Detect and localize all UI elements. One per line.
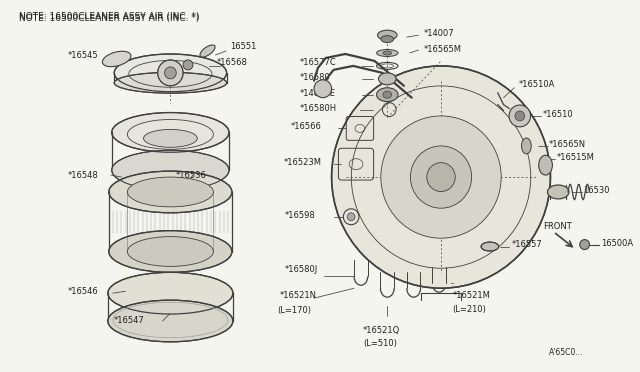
- Circle shape: [427, 163, 455, 192]
- Ellipse shape: [114, 73, 227, 93]
- Text: (L=210): (L=210): [452, 305, 486, 314]
- Ellipse shape: [127, 177, 213, 207]
- Text: 16530: 16530: [582, 186, 609, 195]
- Ellipse shape: [108, 300, 233, 342]
- Text: *16515M: *16515M: [556, 153, 594, 162]
- Circle shape: [580, 240, 589, 250]
- Ellipse shape: [109, 231, 232, 272]
- Circle shape: [183, 60, 193, 70]
- Ellipse shape: [112, 113, 229, 152]
- Text: (L=510): (L=510): [363, 339, 397, 348]
- Ellipse shape: [378, 73, 396, 85]
- Text: *14844E: *14844E: [300, 89, 335, 98]
- Ellipse shape: [108, 272, 233, 314]
- Text: FRONT: FRONT: [543, 222, 572, 231]
- Text: 16551: 16551: [230, 42, 257, 51]
- Text: *16565N: *16565N: [549, 141, 586, 150]
- Ellipse shape: [112, 150, 229, 190]
- Text: *16580: *16580: [300, 73, 330, 82]
- Ellipse shape: [381, 36, 394, 42]
- Text: *16565M: *16565M: [424, 45, 461, 54]
- Text: *16545: *16545: [68, 51, 99, 61]
- Circle shape: [157, 60, 183, 86]
- Text: *16536: *16536: [175, 171, 206, 180]
- Text: *16521N: *16521N: [280, 291, 317, 300]
- Text: *16566: *16566: [291, 122, 321, 131]
- Ellipse shape: [376, 88, 398, 102]
- Text: *16521Q: *16521Q: [363, 326, 400, 336]
- Text: *16523M: *16523M: [284, 158, 322, 167]
- Ellipse shape: [200, 45, 215, 57]
- Text: *16580J: *16580J: [285, 265, 318, 274]
- Circle shape: [164, 67, 176, 79]
- Circle shape: [515, 111, 525, 121]
- Ellipse shape: [383, 91, 392, 98]
- Circle shape: [332, 66, 550, 288]
- Ellipse shape: [378, 30, 397, 40]
- Text: A'65C0...: A'65C0...: [548, 348, 583, 357]
- Text: *16580H: *16580H: [300, 104, 337, 113]
- Ellipse shape: [143, 129, 197, 147]
- Text: *16521M: *16521M: [452, 291, 491, 300]
- Text: *16548: *16548: [68, 171, 99, 180]
- Ellipse shape: [522, 138, 531, 154]
- Text: 16500A: 16500A: [601, 239, 634, 248]
- Text: *16598: *16598: [285, 211, 316, 220]
- Text: *16510A: *16510A: [519, 80, 556, 89]
- Text: *16510: *16510: [542, 110, 573, 119]
- Text: *16557: *16557: [511, 240, 542, 249]
- Circle shape: [348, 213, 355, 221]
- Ellipse shape: [114, 54, 227, 92]
- Ellipse shape: [109, 171, 232, 213]
- Circle shape: [509, 105, 531, 127]
- Ellipse shape: [539, 155, 552, 175]
- Ellipse shape: [547, 185, 569, 199]
- Text: *14007: *14007: [424, 29, 454, 38]
- Circle shape: [410, 146, 472, 208]
- Circle shape: [314, 80, 332, 98]
- Text: *16577C: *16577C: [300, 58, 336, 67]
- Text: OUTL: OUTL: [110, 57, 123, 61]
- Ellipse shape: [102, 51, 131, 67]
- Text: (L=170): (L=170): [277, 305, 311, 315]
- Text: NOTE: 16500CLEANER ASSY AIR (INC. *): NOTE: 16500CLEANER ASSY AIR (INC. *): [19, 12, 199, 21]
- Ellipse shape: [481, 242, 499, 251]
- Ellipse shape: [376, 49, 398, 57]
- Text: *16568: *16568: [216, 58, 247, 67]
- Circle shape: [381, 116, 501, 238]
- Text: *16547: *16547: [114, 317, 145, 326]
- Ellipse shape: [383, 51, 392, 55]
- Text: NOTE: 16500CLEANER ASSY AIR (INC. *): NOTE: 16500CLEANER ASSY AIR (INC. *): [19, 14, 199, 23]
- Text: *16546: *16546: [68, 287, 99, 296]
- Ellipse shape: [127, 237, 213, 266]
